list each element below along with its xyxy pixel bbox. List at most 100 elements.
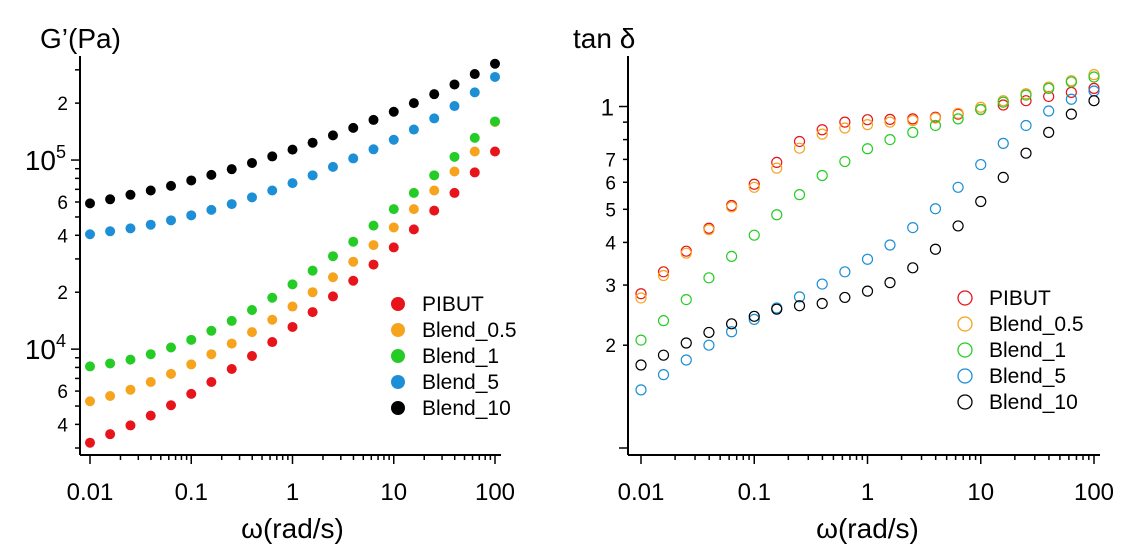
series-Blend_1 <box>85 116 500 372</box>
data-point <box>771 162 783 174</box>
data-point <box>125 189 136 200</box>
data-point <box>327 251 338 262</box>
data-point <box>449 187 460 198</box>
data-point <box>307 170 318 181</box>
data-point <box>997 96 1009 108</box>
data-point <box>635 288 647 300</box>
data-point <box>997 171 1009 184</box>
data-point <box>267 314 278 325</box>
data-point <box>287 279 298 290</box>
legend-label: Blend_0.5 <box>989 313 1084 336</box>
data-point <box>206 325 217 336</box>
x-tick-label: 0.01 <box>618 479 665 506</box>
data-point <box>748 310 760 322</box>
data-point <box>246 305 257 316</box>
data-point <box>997 137 1009 149</box>
data-point <box>1020 95 1032 107</box>
legend-marker <box>391 375 405 389</box>
data-point <box>429 185 440 196</box>
legend-label: Blend_10 <box>989 391 1078 414</box>
data-point <box>657 269 670 282</box>
data-point <box>166 400 177 411</box>
data-point <box>429 113 440 124</box>
data-point <box>449 79 460 90</box>
data-point <box>368 259 379 270</box>
data-point <box>449 166 460 177</box>
data-point <box>408 204 419 215</box>
data-point <box>748 181 760 193</box>
data-point <box>726 326 738 338</box>
x-axis-label: ω(rad/s) <box>241 513 344 544</box>
data-point <box>388 222 399 233</box>
data-point <box>166 215 177 226</box>
data-point <box>85 198 95 209</box>
data-point <box>952 107 964 119</box>
data-point <box>490 116 500 127</box>
data-point <box>206 169 217 180</box>
data-point <box>348 275 359 286</box>
data-point <box>287 144 298 155</box>
data-point <box>246 157 257 168</box>
data-point <box>348 122 359 133</box>
data-point <box>267 292 278 303</box>
data-point <box>226 364 237 375</box>
data-point <box>105 429 116 440</box>
data-point <box>1065 93 1077 105</box>
data-point <box>206 204 217 215</box>
data-point <box>206 349 217 360</box>
data-point <box>680 337 692 349</box>
data-point <box>635 359 647 371</box>
legend-label: Blend_0.5 <box>422 319 517 342</box>
y-axis-label: tan δ <box>573 23 635 54</box>
data-point <box>145 377 156 388</box>
data-point <box>884 277 896 289</box>
data-point <box>839 291 851 304</box>
data-point <box>226 199 237 210</box>
data-point <box>657 315 670 327</box>
data-point <box>449 151 460 162</box>
data-point <box>246 192 257 203</box>
data-point <box>307 137 318 148</box>
data-point <box>186 388 197 399</box>
data-point <box>105 226 116 237</box>
data-point <box>307 265 318 276</box>
data-point <box>793 189 806 201</box>
data-point <box>771 209 783 221</box>
data-point <box>469 87 480 98</box>
data-point <box>490 146 500 157</box>
data-point <box>166 180 177 191</box>
data-point <box>408 224 419 235</box>
data-point <box>145 410 156 421</box>
data-point <box>408 98 419 109</box>
y-minor-label: 6 <box>57 193 68 214</box>
data-point <box>469 132 480 143</box>
data-point <box>635 334 647 346</box>
tan-delta-chart: 0.01 0.1 1 10 100 1 2 3 4 5 67 tan δ ω(rad/s) PIBUT Bl… <box>573 23 1114 544</box>
x-tick-label: 1 <box>286 479 299 506</box>
data-point <box>952 113 964 125</box>
y-minor-label: 4 <box>605 233 616 254</box>
data-point <box>793 142 806 154</box>
data-point <box>206 377 217 388</box>
data-point <box>680 247 692 259</box>
data-point <box>287 301 298 312</box>
data-point <box>657 266 670 278</box>
data-point <box>1043 105 1055 117</box>
data-point <box>388 106 399 117</box>
data-point <box>703 272 715 284</box>
legend-marker <box>391 401 405 415</box>
data-point <box>246 327 257 338</box>
data-point <box>429 205 440 216</box>
data-point <box>327 272 338 283</box>
data-point <box>680 293 692 306</box>
data-point <box>186 210 197 221</box>
data-point <box>1065 108 1077 120</box>
data-point <box>125 223 136 234</box>
x-tick-label: 100 <box>475 479 515 506</box>
data-point <box>267 151 278 162</box>
data-point <box>287 178 298 189</box>
data-point <box>1043 82 1055 94</box>
data-point <box>246 350 257 361</box>
legend-marker <box>957 394 973 410</box>
x-tick-label: 0.01 <box>67 479 114 506</box>
